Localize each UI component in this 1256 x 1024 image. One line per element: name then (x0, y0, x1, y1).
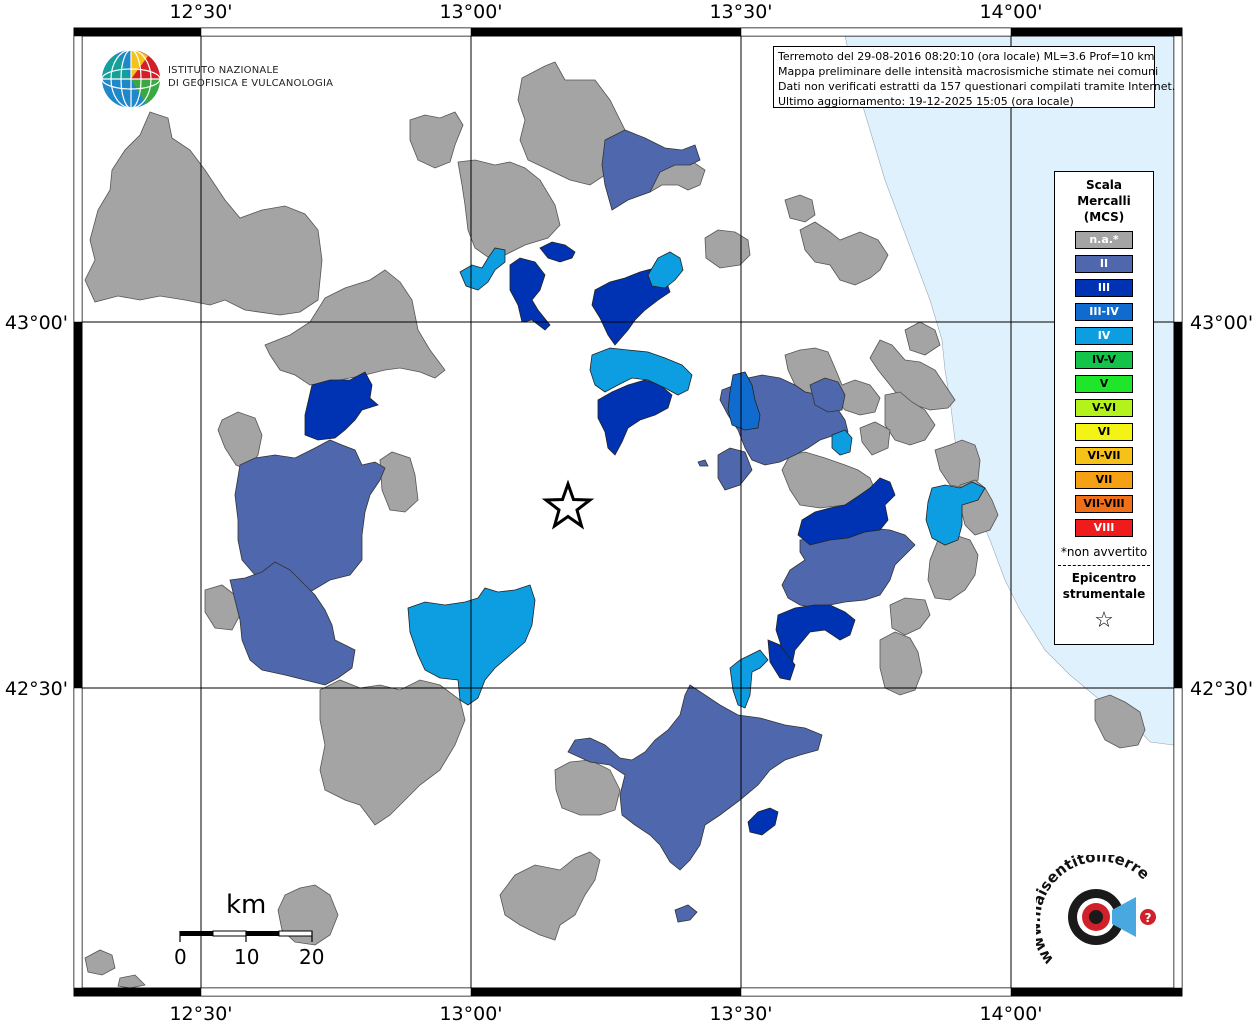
ingv-name-line2: DI GEOFISICA E VULCANOLOGIA (168, 78, 334, 89)
lat-right-label: 43°00' (1190, 312, 1253, 334)
municipalities-intensity-III-IV (727, 371, 761, 431)
event-info-line: Mappa preliminare delle intensità macros… (778, 65, 1159, 78)
lon-top-label: 12°30' (169, 1, 232, 23)
globe-icon (101, 49, 161, 109)
event-info-box: Terremoto del 29-08-2016 08:20:10 (ora l… (773, 46, 1176, 108)
event-info-line: Dati non verificati estratti da 157 ques… (778, 80, 1176, 93)
graticule (82, 36, 1174, 988)
scalebar-unit: km (226, 890, 267, 920)
legend-item: VI-VII (1075, 447, 1133, 465)
legend-epicenter-line: Epicentro (1071, 571, 1137, 585)
legend-item: III-IV (1075, 303, 1133, 321)
lat-right-label: 42°30' (1190, 678, 1253, 700)
municipalities-intensity-II-small (674, 459, 709, 923)
lon-top-label: 14°00' (979, 1, 1042, 23)
scalebar-label: 0 (174, 945, 187, 969)
scale-bar (179, 930, 313, 942)
event-info-line: Ultimo aggiornamento: 19-12-2025 15:05 (… (778, 95, 1074, 108)
ingv-name: ISTITUTO NAZIONALE DI GEOFISICA E VULCAN… (168, 64, 333, 90)
legend-item: IV (1075, 327, 1133, 345)
lon-bottom-label: 14°00' (979, 1003, 1042, 1024)
hsit-logo: www.haisentitoilterremoto.it ? (1036, 855, 1156, 968)
legend-item: VIII (1075, 519, 1133, 537)
lat-left-label: 42°30' (5, 678, 68, 700)
epicenter-star (541, 479, 595, 530)
legend-item: VII-VIII (1075, 495, 1133, 513)
legend-item: V (1075, 375, 1133, 393)
lon-top-label: 13°00' (439, 1, 502, 23)
lon-bottom-label: 12°30' (169, 1003, 232, 1024)
lat-left-label: 43°00' (5, 312, 68, 334)
legend-divider (1058, 565, 1150, 566)
municipalities-intensity-III (304, 241, 896, 836)
ingv-logo (100, 48, 320, 110)
lon-bottom-label: 13°30' (709, 1003, 772, 1024)
map-frame (73, 27, 1183, 997)
lon-top-label: 13°30' (709, 1, 772, 23)
scalebar-label: 20 (299, 945, 325, 969)
lon-bottom-label: 13°00' (439, 1003, 502, 1024)
legend-item: VII (1075, 471, 1133, 489)
legend-item: III (1075, 279, 1133, 297)
legend-note: *non avvertito (1060, 545, 1148, 559)
event-info-line: Terremoto del 29-08-2016 08:20:10 (ora l… (778, 50, 1155, 63)
legend-item: VI (1075, 423, 1133, 441)
legend-epicenter-label: Epicentro strumentale (1055, 570, 1153, 602)
speaker-icon (1112, 897, 1136, 937)
star-icon: ☆ (1094, 608, 1114, 633)
mcs-legend: Scala Mercalli (MCS) n.a.* II III III-IV IV I… (1054, 171, 1154, 645)
legend-title-line: (MCS) (1083, 210, 1125, 224)
tick-labels: 12°30' 13°00' 13°30' 14°00' 12°30' 13°00… (5, 1, 1253, 1024)
legend-item: V-VI (1075, 399, 1133, 417)
legend-items: n.a.* II III III-IV IV IV-V V V-VI VI VI-VII VII VI… (1055, 231, 1153, 537)
municipalities-not-felt (84, 61, 1146, 989)
legend-item: n.a.* (1075, 231, 1133, 249)
legend-item: IV-V (1075, 351, 1133, 369)
legend-title-line: Mercalli (1077, 194, 1131, 208)
legend-title-line: Scala (1085, 178, 1123, 192)
legend-epicenter-line: strumentale (1062, 587, 1146, 601)
ingv-name-line1: ISTITUTO NAZIONALE (168, 65, 279, 76)
legend-title: Scala Mercalli (MCS) (1055, 177, 1153, 225)
legend-item: II (1075, 255, 1133, 273)
scalebar-label: 10 (234, 945, 260, 969)
svg-text:?: ? (1145, 911, 1152, 925)
